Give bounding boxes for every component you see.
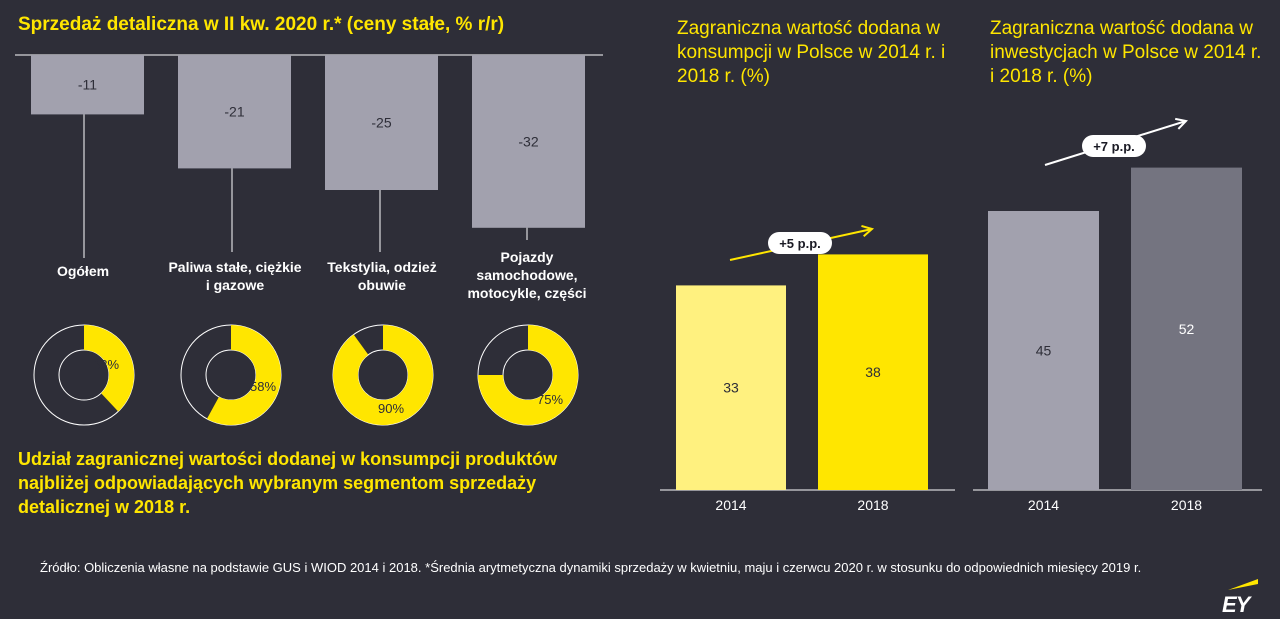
category-label-fuels: Paliwa stałe, ciężkie i gazowe xyxy=(168,259,302,293)
bar-value-label: 45 xyxy=(1036,343,1052,359)
value-bar xyxy=(818,254,928,490)
retail-bar-label: -11 xyxy=(78,77,97,93)
annotation-pill xyxy=(1082,135,1146,157)
retail-bar xyxy=(31,55,144,115)
retail-bar-label: -32 xyxy=(518,133,538,149)
bar-category-label: 2014 xyxy=(1028,497,1059,513)
ey-logo: EY xyxy=(1222,592,1250,617)
donut-slice xyxy=(84,325,134,412)
value-bar xyxy=(676,285,786,490)
retail-bar xyxy=(178,55,291,169)
donut-slice xyxy=(478,325,578,425)
donut-label: 75% xyxy=(537,392,563,407)
category-label-textiles: Tekstylia, odzież obuwie xyxy=(327,259,437,293)
ey-logo-beam-icon xyxy=(1228,579,1258,590)
bar-category-label: 2014 xyxy=(715,497,746,513)
annotation-text: +7 p.p. xyxy=(1093,139,1135,154)
bar-value-label: 52 xyxy=(1179,321,1195,337)
retail-chart-title: Sprzedaż detaliczna w II kw. 2020 r.* (c… xyxy=(18,14,505,35)
retail-bar-label: -21 xyxy=(224,104,244,120)
trend-arrow-head xyxy=(861,224,875,237)
annotation-pill xyxy=(768,232,832,254)
bar-category-label: 2018 xyxy=(857,497,888,513)
annotation-text: +5 p.p. xyxy=(779,236,821,251)
donut-label: 90% xyxy=(378,401,404,416)
donut-slice xyxy=(206,325,282,425)
retail-bar-label: -25 xyxy=(371,115,391,131)
consumption-chart-title: Zagraniczna wartość dodana w konsumpcji … xyxy=(677,18,946,87)
retail-bar xyxy=(472,55,585,228)
donut-slice xyxy=(333,325,433,425)
category-label-total: Ogółem xyxy=(56,263,110,279)
donut-caption: Udział zagranicznej wartości dodanej w k… xyxy=(18,449,558,517)
source-note: Źródło: Obliczenia własne na podstawie G… xyxy=(40,560,1142,575)
bar-category-label: 2018 xyxy=(1171,497,1202,513)
trend-arrow-head xyxy=(1175,117,1188,130)
bar-value-label: 33 xyxy=(723,380,739,396)
donut-label: 38% xyxy=(93,357,119,372)
donut-inner-edge xyxy=(205,349,257,401)
value-bar xyxy=(1131,167,1242,490)
donut-inner-edge xyxy=(357,349,409,401)
value-bar xyxy=(988,211,1099,490)
investment-chart-title: Zagraniczna wartość dodana w inwestycjac… xyxy=(990,18,1262,87)
donut-label: 58% xyxy=(250,379,276,394)
category-label-vehicles: Pojazdy samochodowe, motocykle, części xyxy=(467,249,587,301)
bar-value-label: 38 xyxy=(865,364,881,380)
retail-bar xyxy=(325,55,438,190)
